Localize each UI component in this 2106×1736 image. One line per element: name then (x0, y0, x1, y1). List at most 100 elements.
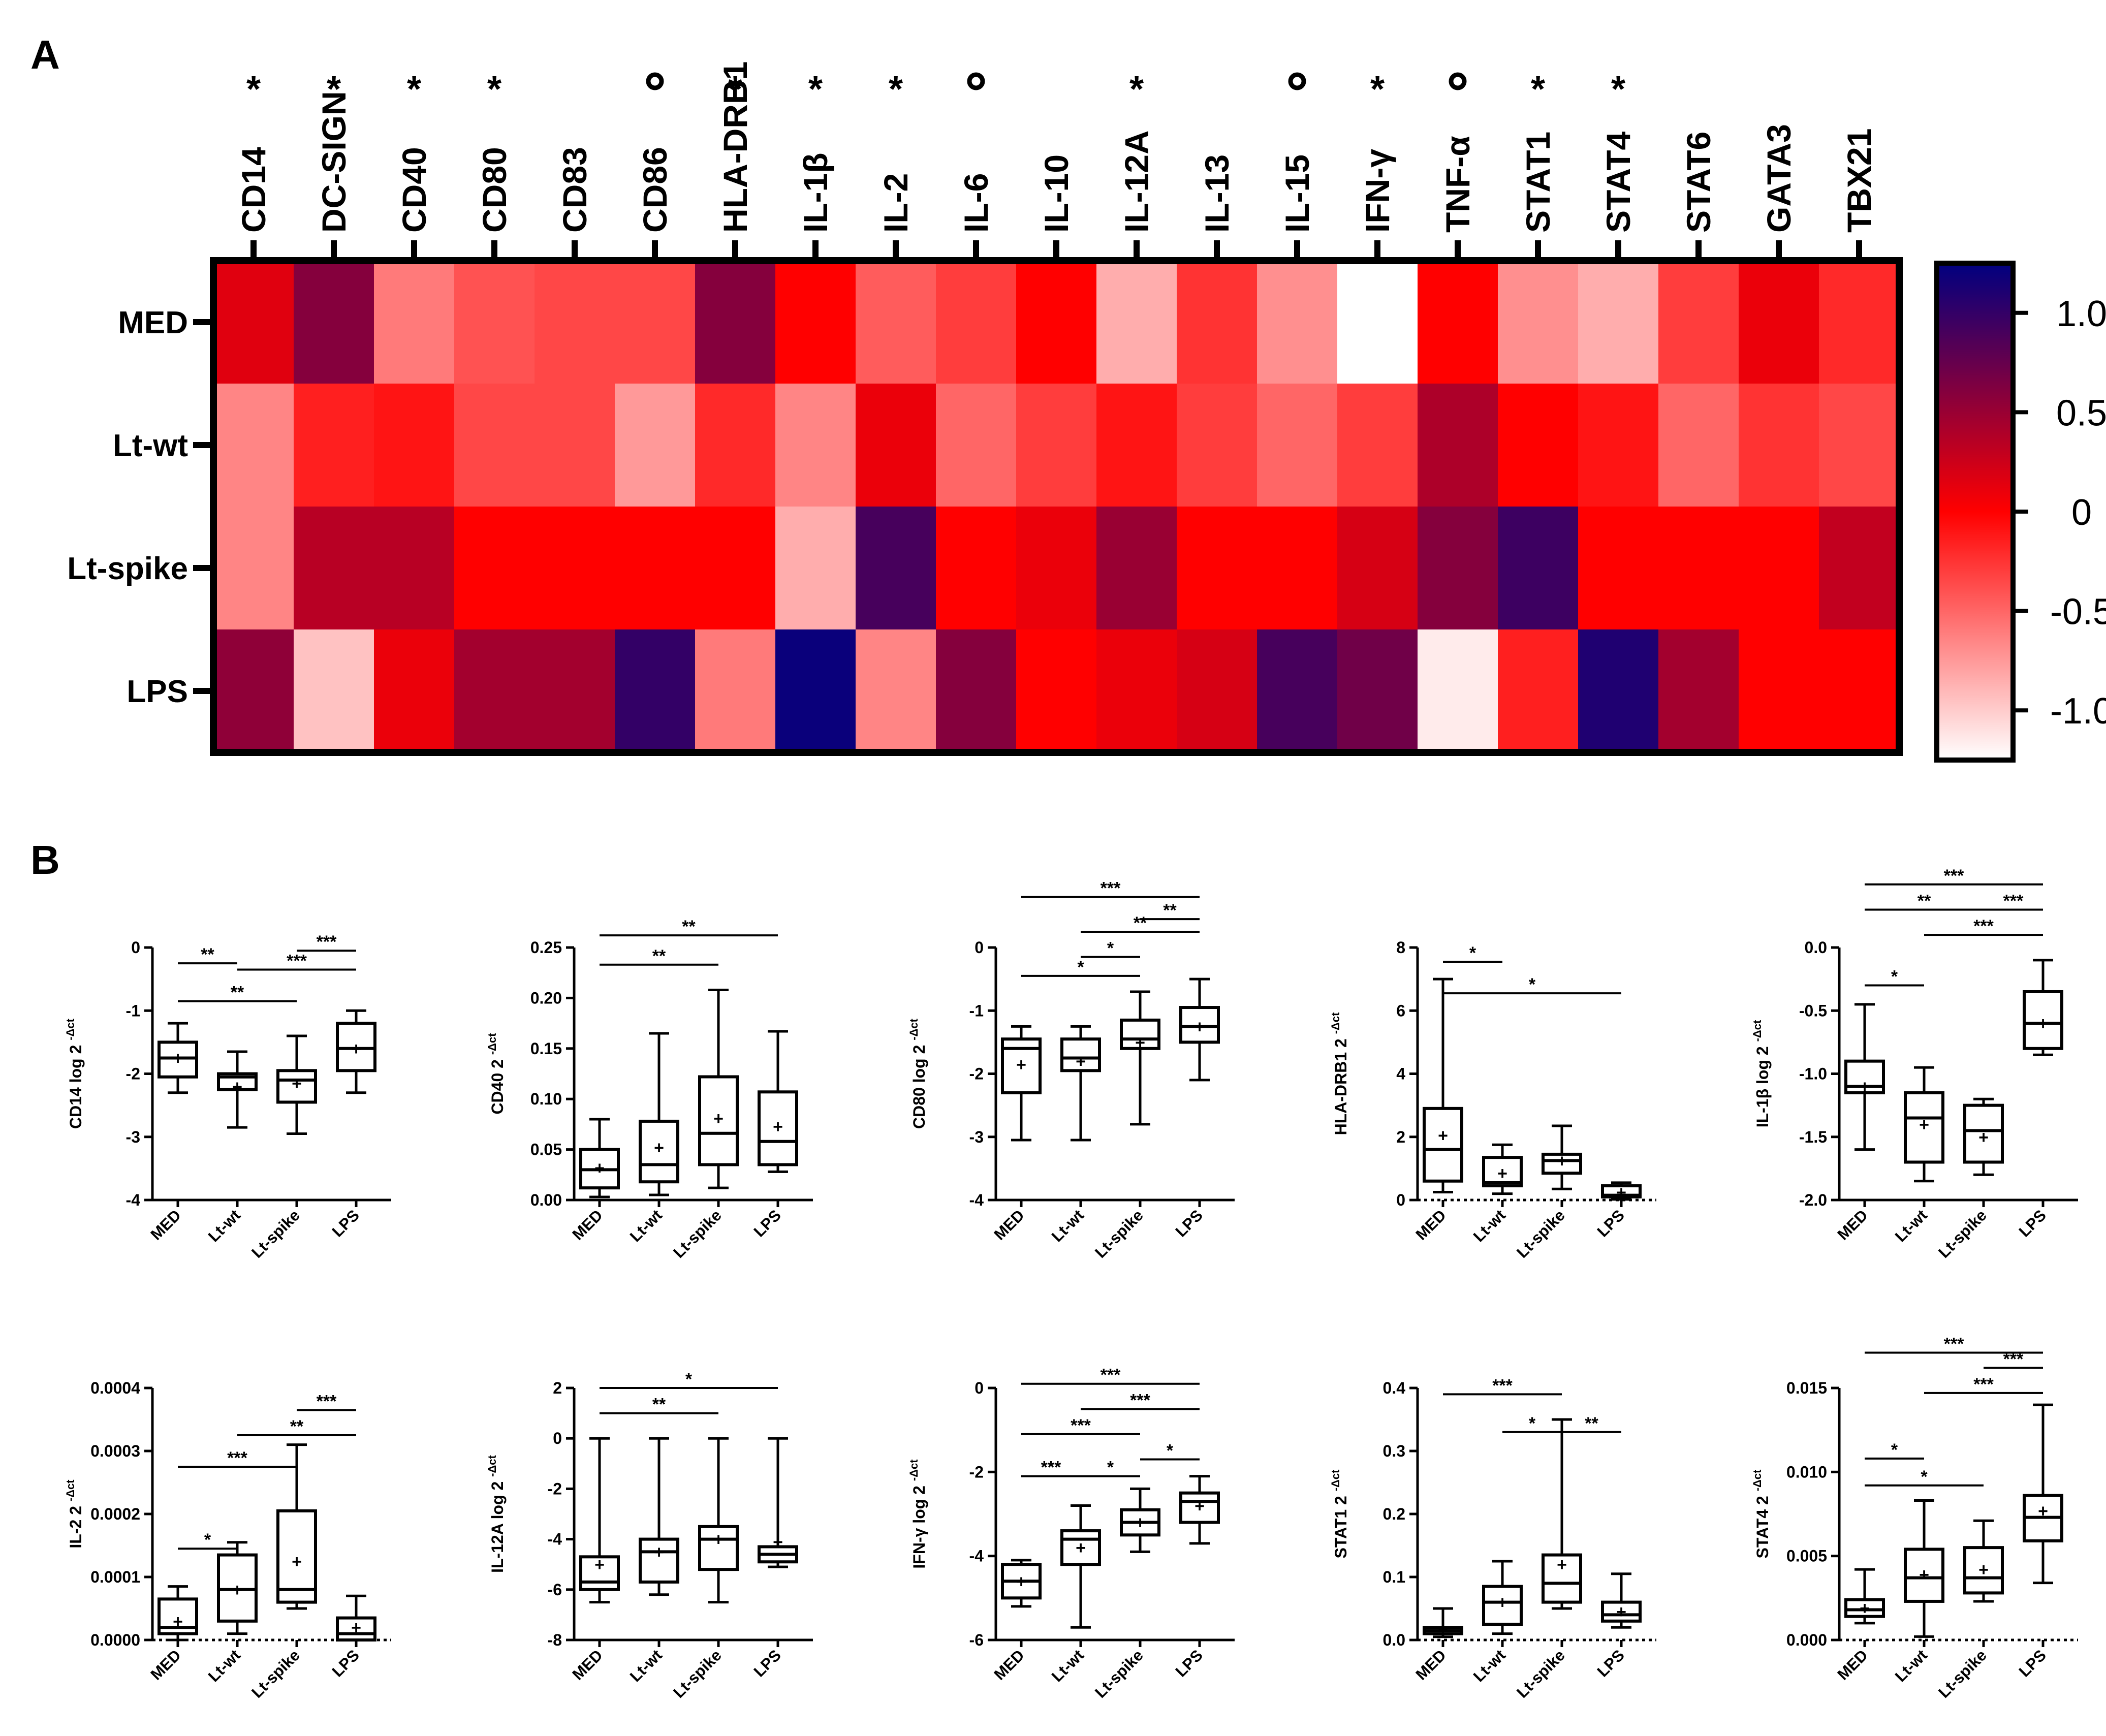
heatmap-cell-lt-wt-8 (856, 384, 936, 507)
significance-label: *** (287, 951, 307, 970)
significance-label: * (1077, 958, 1084, 977)
significance-label: * (1891, 967, 1898, 987)
box-iqr (1542, 1553, 1582, 1604)
box-med: + (158, 1585, 198, 1642)
box-iqr (217, 1553, 258, 1623)
box-mean-marker: + (1860, 1599, 1870, 1618)
heatmap-cell-med-10 (1016, 261, 1097, 384)
box-lt-wt: + (1904, 1499, 1944, 1638)
y-tick-label: 2 (553, 1379, 562, 1397)
y-axis-label-text: IL-2 2 (67, 1501, 85, 1548)
box-mean-marker: + (1076, 1538, 1086, 1558)
significance-circle (1449, 72, 1467, 90)
significance-label: ** (1163, 901, 1177, 920)
box-lt-wt: + (217, 1541, 258, 1635)
significance-star: * (889, 69, 903, 110)
heatmap-cell-med-20 (1819, 261, 1900, 384)
box-mean-marker: + (1616, 1183, 1626, 1202)
box-mean-marker: + (173, 1612, 183, 1631)
box-mean-marker: + (232, 1581, 242, 1600)
box-mean-marker: + (1016, 1055, 1026, 1075)
box-med: + (1844, 1003, 1885, 1151)
y-axis-label: CD80 log 2 -Δct (907, 1018, 928, 1129)
y-axis-label-superscript: -Δct (1751, 1469, 1764, 1491)
heatmap-cell-lt-spike-3 (454, 507, 535, 630)
heatmap-column-label: CD14 (235, 147, 272, 233)
box-iqr (1904, 1548, 1944, 1603)
heatmap-cell-med-16 (1498, 261, 1579, 384)
y-tick-label: -4 (969, 1191, 984, 1209)
heatmap-cell-lt-wt-6 (695, 384, 776, 507)
heatmap-cell-lt-wt-2 (374, 384, 455, 507)
heatmap-cell-lps-13 (1257, 629, 1338, 753)
heatmap-row-label: MED (118, 305, 188, 340)
heatmap-column-label: CD40 (395, 147, 433, 233)
box-iqr (1844, 1598, 1885, 1618)
box-med: + (1423, 977, 1463, 1193)
box-mean-marker: + (1860, 1077, 1870, 1096)
box-lt-spike: + (276, 1034, 317, 1135)
colorbar-bar (1934, 261, 2016, 763)
box-med: + (1001, 1025, 1042, 1142)
significance-star: * (1611, 69, 1625, 110)
y-axis-label: CD14 log 2 -Δct (64, 1018, 85, 1129)
box-lps: + (1601, 1181, 1642, 1202)
box-lt-spike: + (1542, 1124, 1582, 1190)
y-tick-label: 0 (553, 1429, 562, 1447)
significance-label: *** (1944, 866, 1964, 886)
y-axis-label: IL-1β log 2 -Δct (1751, 1020, 1772, 1127)
box-mean-marker: + (1076, 1052, 1086, 1071)
y-axis-label-superscript: -Δct (1751, 1020, 1764, 1041)
box-iqr (158, 1040, 198, 1079)
box-mean-marker: + (1497, 1164, 1507, 1183)
significance-label: *** (1071, 1416, 1091, 1435)
heatmap-cell-lt-wt-11 (1096, 384, 1177, 507)
y-tick-label: 0.1 (1383, 1568, 1405, 1586)
heatmap-column-label: TBX21 (1840, 129, 1878, 233)
box-mean-marker: + (1919, 1565, 1929, 1585)
box-med: + (579, 1437, 620, 1604)
box-lt-spike: + (1120, 1487, 1160, 1553)
heatmap-cell-lt-wt-10 (1016, 384, 1097, 507)
significance-label: * (1891, 1440, 1898, 1460)
significance-star: * (1129, 69, 1144, 110)
heatmap-cell-lt-spike-2 (374, 507, 455, 630)
heatmap-cell-med-15 (1418, 261, 1498, 384)
heatmap-column-label: IL-10 (1038, 154, 1075, 233)
heatmap-column-label: TNF-α (1439, 136, 1476, 233)
heatmap-column-label: CD80 (476, 147, 513, 233)
heatmap-cell-med-13 (1257, 261, 1338, 384)
heatmap-column-label: STAT4 (1599, 131, 1637, 233)
y-axis-label-superscript: -Δct (907, 1018, 920, 1040)
box-mean-marker: + (654, 1542, 664, 1562)
box-iqr (1179, 1006, 1220, 1044)
heatmap-cell-lt-spike-11 (1096, 507, 1177, 630)
y-tick-label: 0.10 (530, 1090, 562, 1108)
y-tick-label: 0.00 (530, 1191, 562, 1209)
box-iqr (1060, 1037, 1101, 1072)
box-med: + (1423, 1607, 1463, 1639)
box-lt-spike: + (276, 1443, 317, 1610)
heatmap-frame (210, 257, 1903, 756)
heatmap-cell-med-12 (1177, 261, 1258, 384)
box-lt-spike: + (1542, 1418, 1582, 1610)
y-tick-label: -1.0 (1799, 1065, 1827, 1083)
box-mean-marker: + (1016, 1572, 1026, 1591)
box-lps: + (336, 1594, 376, 1642)
colorbar-tick-label: 0 (2071, 492, 2092, 533)
heatmap-cell-lps-10 (1016, 629, 1097, 753)
heatmap-column-label: CD83 (556, 147, 593, 233)
y-tick-label: -1.5 (1799, 1128, 1827, 1146)
heatmap-row-label: Lt-wt (113, 428, 188, 463)
significance-circle (967, 72, 985, 90)
y-tick-label: -6 (969, 1631, 984, 1649)
heatmap-cell-lt-spike-1 (294, 507, 374, 630)
box-lt-wt: + (1904, 1066, 1944, 1183)
box-iqr (1060, 1529, 1101, 1566)
heatmap-colorbar: 1.0 0.5 0 -0.5 -1.0 (1934, 261, 2106, 763)
box-lt-wt: + (639, 1437, 679, 1596)
y-tick-label: 0 (131, 938, 140, 957)
y-tick-label: -4 (969, 1547, 984, 1565)
y-tick-label: 0.005 (1786, 1547, 1827, 1565)
heatmap-cell-med-19 (1739, 261, 1819, 384)
